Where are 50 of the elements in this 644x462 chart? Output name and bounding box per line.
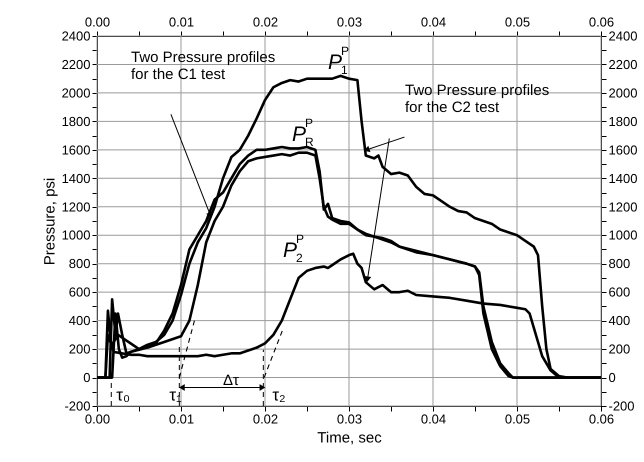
y2-tick-label: 1400 bbox=[608, 170, 638, 186]
x2-tick-label: 0.03 bbox=[336, 14, 362, 30]
x2-tick-label: 0.00 bbox=[84, 14, 110, 30]
x-tick-label: 0.02 bbox=[252, 412, 278, 426]
y-tick-label: 2000 bbox=[62, 85, 90, 100]
y-tick-label: 1800 bbox=[62, 114, 90, 129]
y2-tick-label: 600 bbox=[608, 284, 630, 300]
ref-line-label: τ₂ bbox=[272, 386, 286, 405]
y2-tick-label: 800 bbox=[608, 256, 630, 272]
x-axis-title: Time, sec bbox=[317, 430, 382, 446]
y-tick-label: 400 bbox=[68, 313, 90, 328]
y2-tick-label: -200 bbox=[608, 398, 635, 414]
x2-tick-label: 0.01 bbox=[168, 14, 194, 30]
y2-tick-label: 2200 bbox=[608, 56, 638, 72]
y-tick-label: 1200 bbox=[62, 199, 90, 214]
y-tick-label: 0 bbox=[83, 370, 90, 386]
x2-tick-label: 0.02 bbox=[252, 14, 278, 30]
ref-line-label: τ₁ bbox=[169, 386, 182, 405]
y-tick-label: 1600 bbox=[62, 142, 90, 158]
y-tick-label: 800 bbox=[68, 256, 90, 272]
x-tick-label: 0.03 bbox=[336, 412, 362, 426]
y2-tick-label: 400 bbox=[608, 313, 630, 328]
x2-tick-label: 0.05 bbox=[504, 14, 530, 30]
x-tick-label: 0.00 bbox=[84, 412, 110, 426]
y2-tick-label: 1600 bbox=[608, 142, 638, 158]
ref-line-label: τ₀ bbox=[116, 386, 130, 405]
y2-tick-label: 200 bbox=[608, 342, 630, 357]
x2-tick-label: 0.04 bbox=[420, 14, 446, 30]
y2-tick-label: 0 bbox=[608, 370, 616, 386]
x2-tick-label: 0.06 bbox=[588, 14, 614, 30]
y-axis-title: Pressure, psi bbox=[42, 178, 59, 266]
y-tick-label: 200 bbox=[68, 342, 90, 357]
y2-tick-label: 1800 bbox=[608, 114, 638, 129]
x-tick-label: 0.01 bbox=[168, 412, 194, 426]
y2-tick-label: 1000 bbox=[608, 228, 638, 243]
y-tick-label: 2400 bbox=[62, 28, 90, 44]
y-tick-label: 1400 bbox=[62, 170, 90, 186]
y-tick-label: 2200 bbox=[62, 56, 90, 72]
y2-tick-label: 2000 bbox=[608, 85, 638, 100]
annotation: Two Pressure profiles for the C2 test bbox=[405, 82, 550, 116]
y-tick-label: -200 bbox=[64, 398, 90, 414]
y-tick-label: 1000 bbox=[62, 228, 90, 243]
annotation: Δτ bbox=[223, 372, 240, 389]
x-tick-label: 0.06 bbox=[588, 412, 614, 426]
y2-tick-label: 1200 bbox=[608, 199, 638, 214]
y-tick-label: 600 bbox=[68, 284, 90, 300]
y2-tick-label: 2400 bbox=[608, 28, 638, 44]
annotation: Two Pressure profiles for the C1 test bbox=[131, 49, 276, 83]
x-tick-label: 0.05 bbox=[504, 412, 530, 426]
x-tick-label: 0.04 bbox=[420, 412, 446, 426]
